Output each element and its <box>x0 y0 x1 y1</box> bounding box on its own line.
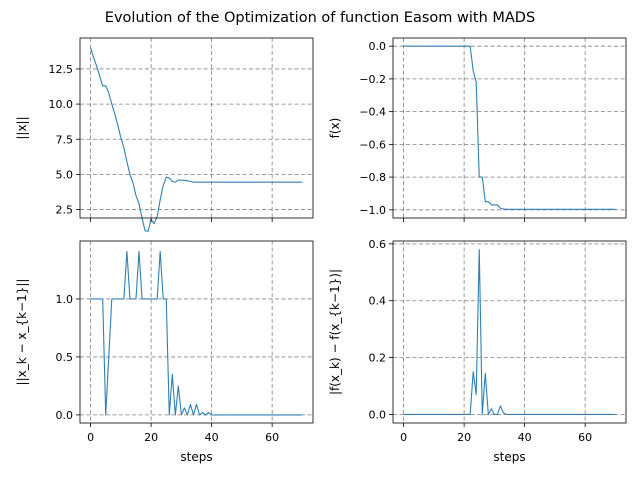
y-tick-label: 5.0 <box>56 168 74 181</box>
subplot-step-f: 0 20 40 60 0.0 0.2 0.4 0.6 |f(x_k) − f(x_{k−1})|… <box>328 238 627 464</box>
y-tick-label: 2.5 <box>56 204 74 217</box>
y-tick-label: 10.0 <box>49 98 74 111</box>
subplot-step-x: 0 20 40 60 0.0 0.5 1.0 ||x_k − x_{k−1}||steps <box>15 240 314 464</box>
x-tick-label: 60 <box>578 431 592 444</box>
axes-frame <box>79 240 314 424</box>
axes-frame <box>392 240 627 424</box>
y-axis-label: ||x_k − x_{k−1}|| <box>15 279 29 386</box>
y-tick-label: 12.5 <box>49 63 74 76</box>
y-axis-label: |f(x_k) − f(x_{k−1})| <box>328 269 342 395</box>
x-tick-label: 0 <box>87 431 94 444</box>
y-tick-label: 0.6 <box>369 238 387 251</box>
y-tick-label: 0.0 <box>56 409 74 422</box>
y-tick-label: −0.8 <box>359 171 386 184</box>
x-axis-label: steps <box>493 450 525 464</box>
y-axis-label: ||x|| <box>15 116 29 139</box>
x-tick-label: 40 <box>205 431 219 444</box>
y-tick-label: 0.4 <box>369 295 387 308</box>
series-line <box>90 47 303 232</box>
figure-title: Evolution of the Optimization of functio… <box>105 10 535 26</box>
y-tick-label: 1.0 <box>56 293 74 306</box>
x-tick-label: 20 <box>144 431 158 444</box>
series-line <box>403 248 616 416</box>
subplot-f-x: 0.0 −0.2 −0.4 −0.6 −0.8 −1.0 f(x) <box>328 37 627 222</box>
series-line <box>90 250 303 416</box>
y-tick-label: −1.0 <box>359 204 386 217</box>
x-tick-label: 0 <box>400 431 407 444</box>
axes-layer: 2.5 5.0 7.5 10.0 12.5 ||x|| 0.0 −0.2 −0.4 −0.6 −0.… <box>15 37 627 464</box>
y-tick-label: 0.2 <box>369 352 387 365</box>
y-tick-label: 7.5 <box>56 133 74 146</box>
y-tick-label: −0.4 <box>359 106 386 119</box>
axes-frame <box>392 37 627 219</box>
y-tick-label: 0.5 <box>56 351 74 364</box>
y-tick-label: 0.0 <box>369 408 387 421</box>
x-tick-label: 20 <box>457 431 471 444</box>
series-line <box>403 45 616 210</box>
x-tick-label: 60 <box>265 431 279 444</box>
x-axis-label: steps <box>180 450 212 464</box>
subplot-norm-x: 2.5 5.0 7.5 10.0 12.5 ||x|| <box>15 37 314 232</box>
y-tick-label: −0.2 <box>359 73 386 86</box>
y-axis-label: f(x) <box>328 118 342 139</box>
x-tick-label: 40 <box>518 431 532 444</box>
y-tick-label: 0.0 <box>369 40 387 53</box>
axes-frame <box>79 37 314 219</box>
y-tick-label: −0.6 <box>359 138 386 151</box>
